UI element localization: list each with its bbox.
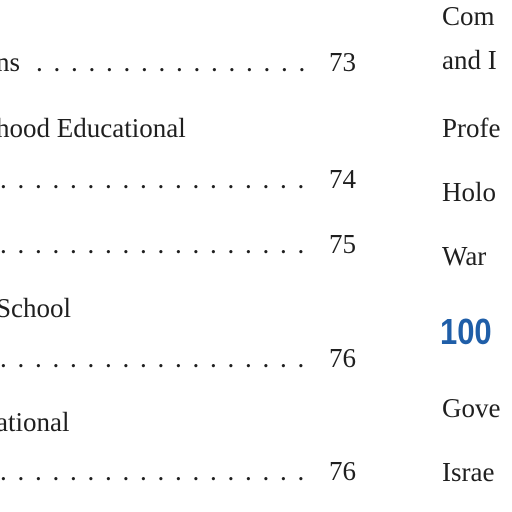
toc-leader-dots: . . . . . . . . . . . . . . . . . . . . … (0, 164, 306, 194)
toc-entry-text: Israe (442, 457, 495, 487)
toc-entry-text: hood Educational (0, 113, 186, 143)
toc-entry-text: School (0, 293, 72, 323)
toc-entry-text: Holo (442, 177, 496, 207)
toc-entry-text: ns (0, 47, 21, 77)
toc-entry-text: Com (442, 1, 495, 31)
toc-entry-text: Profe (442, 113, 501, 143)
toc-entry-text: War (442, 241, 487, 271)
toc-entry-text: and I (442, 45, 497, 75)
section-number-heading: 100 (440, 311, 492, 352)
toc-entry-text: ational (0, 407, 70, 437)
toc-page-number: 75 (329, 229, 356, 259)
toc-leader-dots: . . . . . . . . . . . . . . . . . . . . … (0, 456, 306, 486)
toc-leader-dots: . . . . . . . . . . . . . . . . . . . . … (0, 229, 306, 259)
toc-leader-dots: . . . . . . . . . . . . . . . . . (36, 47, 306, 77)
toc-page-number: 76 (329, 456, 356, 486)
toc-page-number: 76 (329, 343, 356, 373)
toc-entry-text: Gove (442, 393, 501, 423)
toc-leader-dots: . . . . . . . . . . . . . . . . . . . . … (0, 343, 306, 373)
toc-page-number: 73 (329, 47, 356, 77)
toc-page-number: 74 (329, 164, 356, 194)
